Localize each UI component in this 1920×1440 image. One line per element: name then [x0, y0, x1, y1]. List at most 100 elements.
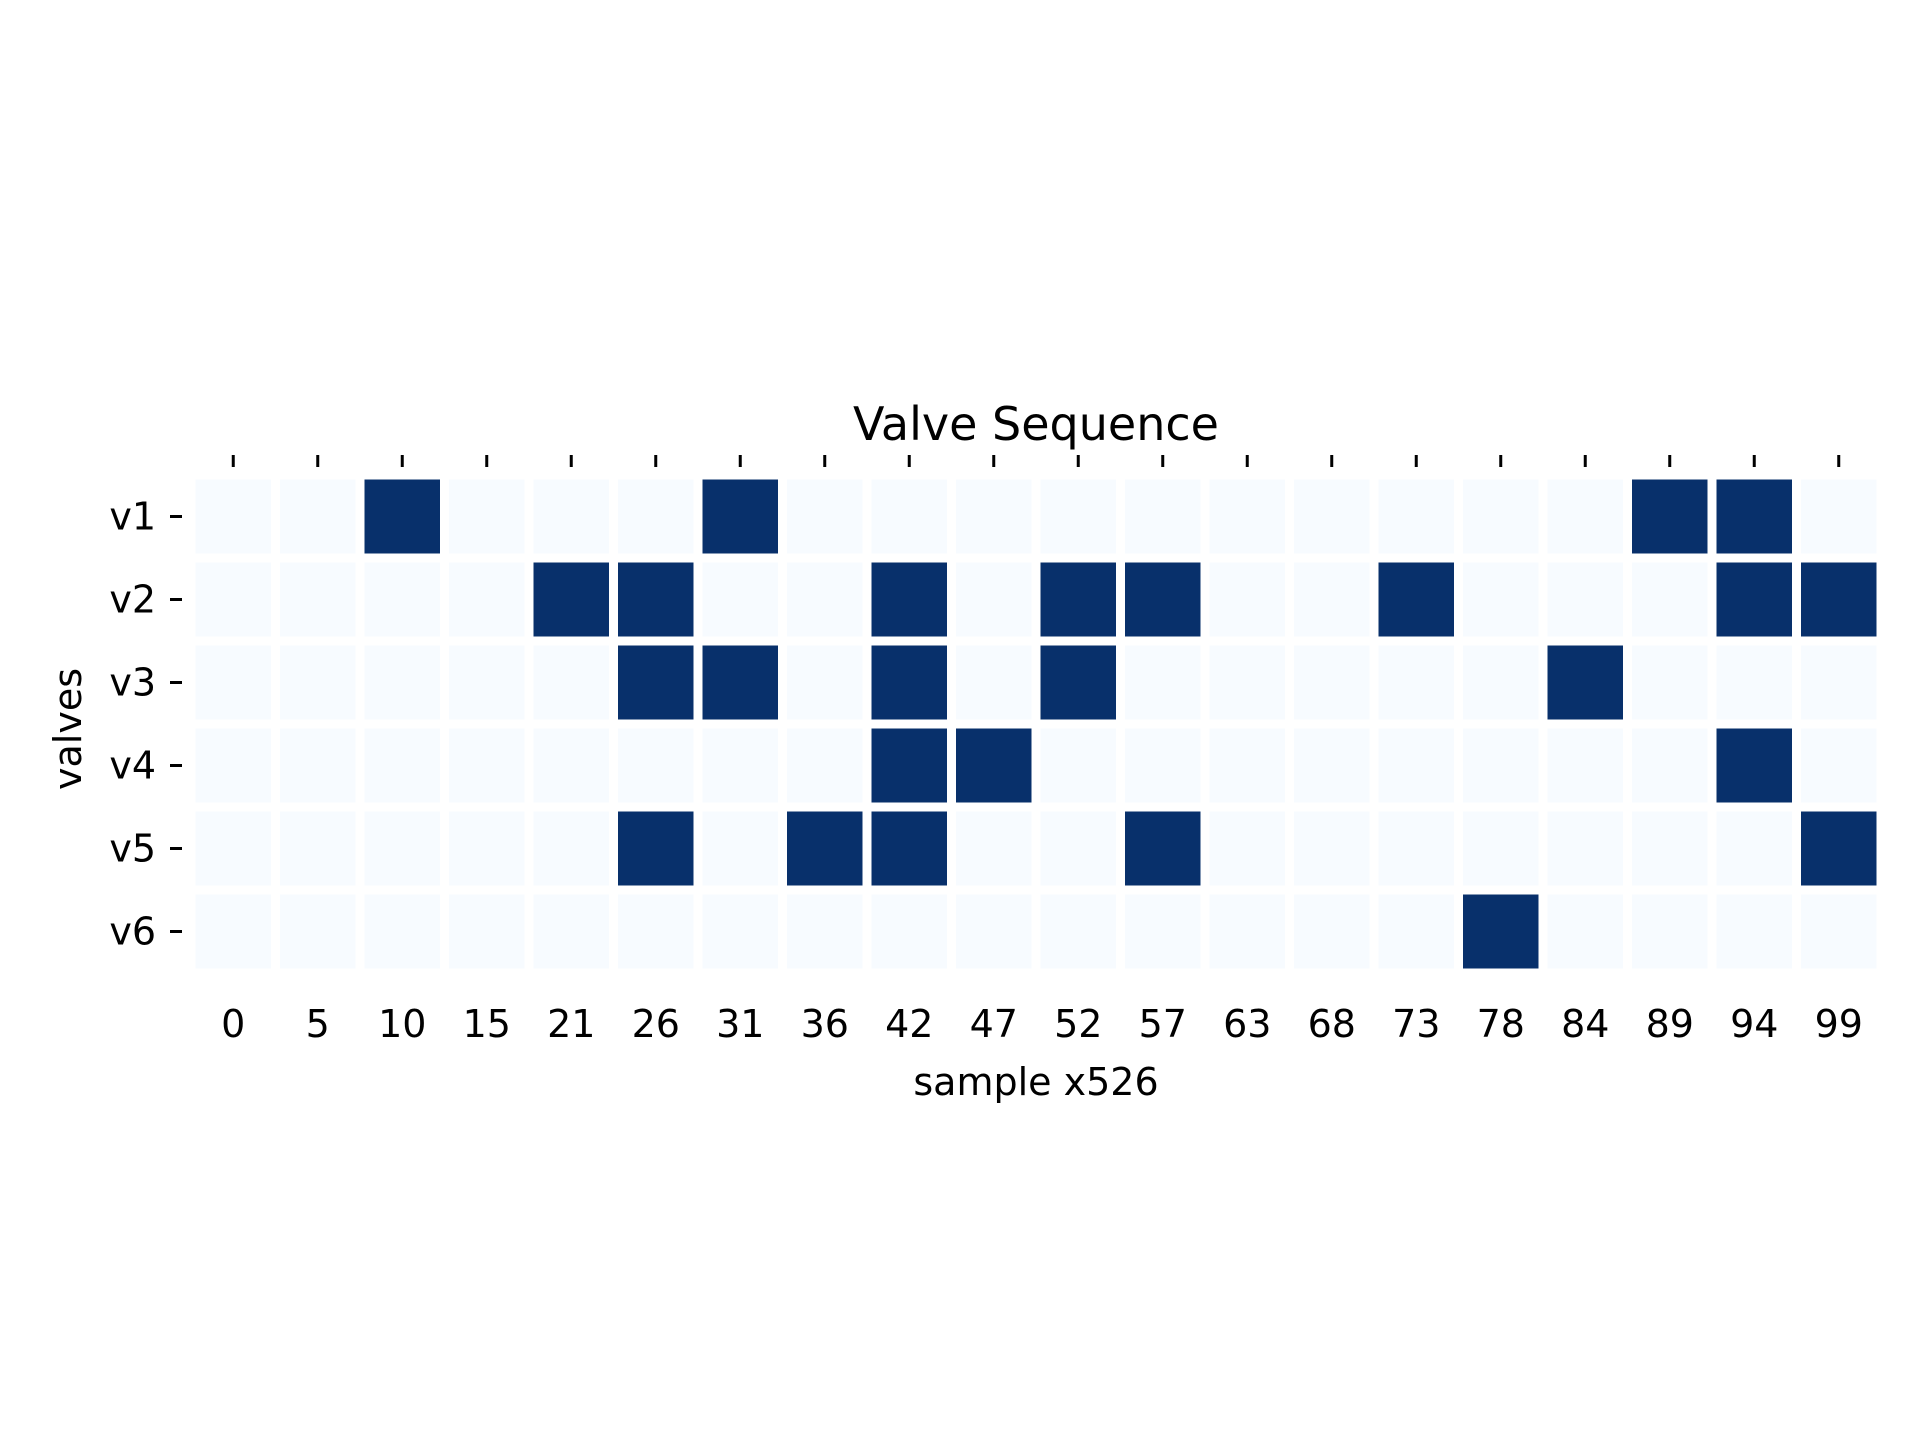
heatmap-cell-v3-21 [533, 645, 609, 720]
heatmap-cell-v2-47 [956, 562, 1032, 637]
heatmap-cell-v4-47 [956, 728, 1032, 803]
heatmap-cell-v2-68 [1294, 562, 1370, 637]
heatmap-cell-v1-63 [1209, 479, 1285, 554]
heatmap-cell-v4-63 [1209, 728, 1285, 803]
heatmap-cell-v5-5 [280, 811, 356, 886]
heatmap-cell-v5-36 [787, 811, 863, 886]
heatmap-cell-v1-47 [956, 479, 1032, 554]
heatmap-cell-v4-73 [1378, 728, 1454, 803]
x-axis-ticks: 0 5 10 15 21 26 31 36 42 47 52 57 63 68 73 78 84 89 94 99 [221, 455, 1863, 1046]
heatmap-cell-v6-99 [1801, 894, 1877, 969]
x-tick-label: 21 [547, 1002, 595, 1046]
x-tick-label: 31 [716, 1002, 764, 1046]
heatmap-cell-v5-10 [364, 811, 440, 886]
heatmap-cell-v4-99 [1801, 728, 1877, 803]
heatmap-cell-v4-78 [1463, 728, 1539, 803]
heatmap-cell-v5-78 [1463, 811, 1539, 886]
heatmap-cell-v2-0 [195, 562, 271, 637]
chart-title: Valve Sequence [853, 397, 1219, 451]
heatmap-cell-v2-52 [1040, 562, 1116, 637]
x-tick-label: 99 [1815, 1002, 1863, 1046]
heatmap-cell-v6-5 [280, 894, 356, 969]
heatmap-cell-v6-26 [618, 894, 694, 969]
y-tick-label: v1 [109, 495, 156, 539]
heatmap-cell-v4-15 [449, 728, 525, 803]
heatmap-cell-v2-31 [702, 562, 778, 637]
heatmap-cell-v4-57 [1125, 728, 1201, 803]
heatmap-cell-v2-42 [871, 562, 947, 637]
heatmap-cell-v6-84 [1547, 894, 1623, 969]
heatmap-cell-v5-47 [956, 811, 1032, 886]
y-tick-label: v4 [109, 744, 156, 788]
heatmap-cell-v6-68 [1294, 894, 1370, 969]
heatmap-cell-v3-10 [364, 645, 440, 720]
heatmap-cell-v1-68 [1294, 479, 1370, 554]
heatmap-cell-v5-57 [1125, 811, 1201, 886]
heatmap-cell-v2-78 [1463, 562, 1539, 637]
x-tick-label: 47 [970, 1002, 1018, 1046]
heatmap-cell-v1-36 [787, 479, 863, 554]
x-tick-label: 36 [801, 1002, 849, 1046]
x-tick-label: 5 [306, 1002, 330, 1046]
heatmap-cell-v2-5 [280, 562, 356, 637]
heatmap-cell-v6-94 [1716, 894, 1792, 969]
heatmap-cell-v1-42 [871, 479, 947, 554]
x-tick-label: 94 [1730, 1002, 1778, 1046]
heatmap-cell-v2-10 [364, 562, 440, 637]
heatmap-cell-v3-5 [280, 645, 356, 720]
heatmap-cell-v6-31 [702, 894, 778, 969]
heatmap-cell-v3-26 [618, 645, 694, 720]
x-tick-label: 52 [1054, 1002, 1102, 1046]
heatmap-cell-v6-73 [1378, 894, 1454, 969]
y-axis-ticks: v1 v2 v3 v4 v5 v6 [109, 495, 182, 954]
heatmap-cell-v6-0 [195, 894, 271, 969]
heatmap-cell-v3-36 [787, 645, 863, 720]
heatmap-cell-v3-89 [1632, 645, 1708, 720]
heatmap-cell-v5-89 [1632, 811, 1708, 886]
heatmap-cell-v3-73 [1378, 645, 1454, 720]
heatmap-cell-v5-31 [702, 811, 778, 886]
x-tick-label: 26 [632, 1002, 680, 1046]
heatmap-cell-v5-94 [1716, 811, 1792, 886]
heatmap-cell-v6-89 [1632, 894, 1708, 969]
heatmap-cell-v2-94 [1716, 562, 1792, 637]
heatmap-cell-v4-36 [787, 728, 863, 803]
heatmap-cell-v4-31 [702, 728, 778, 803]
heatmap-cell-v1-21 [533, 479, 609, 554]
heatmap-cell-v5-68 [1294, 811, 1370, 886]
heatmap-cell-v3-84 [1547, 645, 1623, 720]
heatmap-cell-v2-21 [533, 562, 609, 637]
heatmap-cell-v6-15 [449, 894, 525, 969]
heatmap-cell-v6-57 [1125, 894, 1201, 969]
heatmap-cell-v1-31 [702, 479, 778, 554]
heatmap-cell-v4-52 [1040, 728, 1116, 803]
heatmap-cell-v5-26 [618, 811, 694, 886]
heatmap-cell-v5-15 [449, 811, 525, 886]
x-tick-label: 78 [1477, 1002, 1525, 1046]
heatmap-cell-v3-63 [1209, 645, 1285, 720]
heatmap-cell-v5-99 [1801, 811, 1877, 886]
heatmap-cell-v4-68 [1294, 728, 1370, 803]
heatmap-cell-v3-78 [1463, 645, 1539, 720]
heatmap-cell-v3-0 [195, 645, 271, 720]
heatmap-cell-v5-21 [533, 811, 609, 886]
heatmap-cell-v5-73 [1378, 811, 1454, 886]
heatmap-cell-v1-78 [1463, 479, 1539, 554]
heatmap-cells [195, 479, 1877, 969]
heatmap-cell-v5-52 [1040, 811, 1116, 886]
heatmap-cell-v4-84 [1547, 728, 1623, 803]
heatmap-cell-v1-10 [364, 479, 440, 554]
heatmap-cell-v2-15 [449, 562, 525, 637]
heatmap-cell-v6-21 [533, 894, 609, 969]
y-tick-label: v6 [109, 910, 156, 954]
heatmap-cell-v2-57 [1125, 562, 1201, 637]
x-tick-label: 73 [1392, 1002, 1440, 1046]
heatmap-cell-v3-15 [449, 645, 525, 720]
heatmap-cell-v3-94 [1716, 645, 1792, 720]
heatmap-cell-v3-47 [956, 645, 1032, 720]
heatmap-cell-v3-68 [1294, 645, 1370, 720]
x-tick-label: 63 [1223, 1002, 1271, 1046]
heatmap-cell-v4-0 [195, 728, 271, 803]
